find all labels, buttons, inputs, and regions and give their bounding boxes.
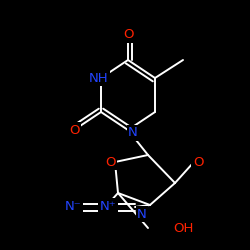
- Text: O: O: [123, 28, 133, 42]
- Text: O: O: [193, 156, 203, 170]
- Text: O: O: [69, 124, 79, 136]
- Text: N⁻: N⁻: [64, 200, 82, 213]
- Text: OH: OH: [173, 222, 193, 234]
- Text: N: N: [137, 208, 147, 220]
- Text: NH: NH: [89, 72, 109, 85]
- Text: N⁺: N⁺: [100, 200, 116, 212]
- Text: N: N: [128, 126, 138, 140]
- Text: O: O: [105, 156, 115, 168]
